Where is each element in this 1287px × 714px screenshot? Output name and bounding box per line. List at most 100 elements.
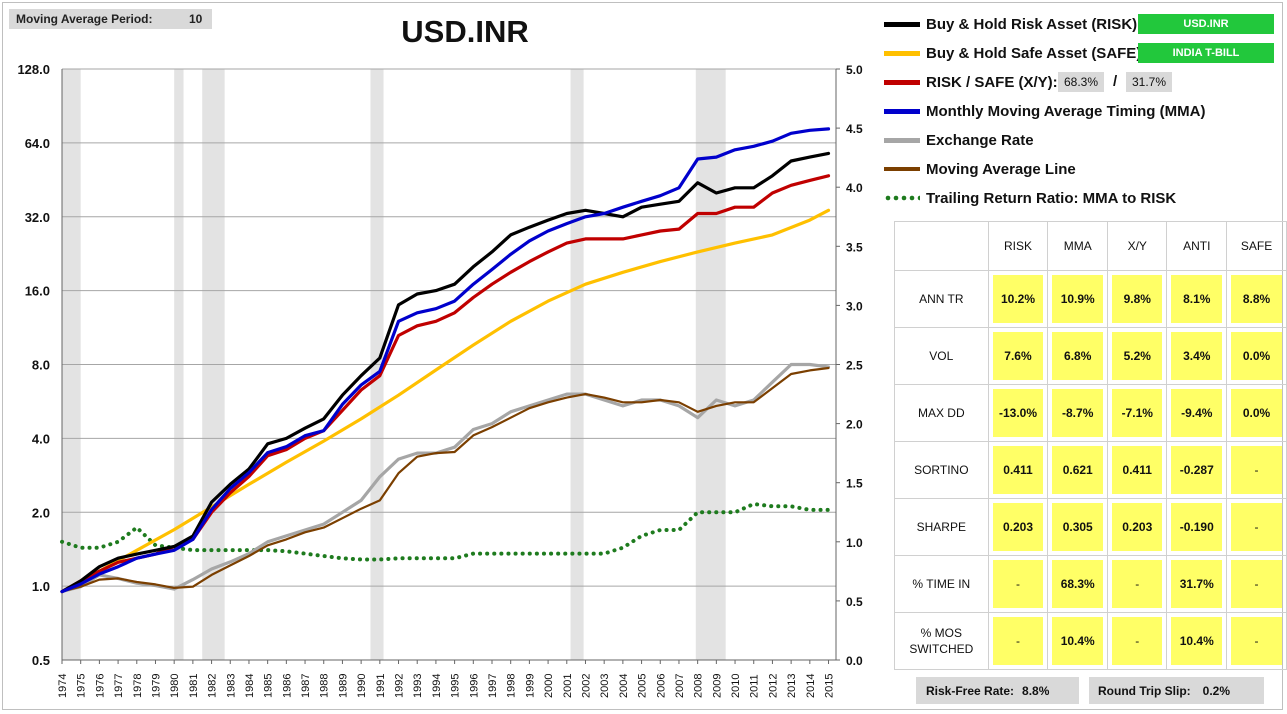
stat-cell: 0.0% (1226, 384, 1287, 442)
x-tick-label: 1976 (94, 674, 106, 698)
stat-cell: - (1226, 555, 1287, 613)
stat-value: 0.203 (1112, 503, 1163, 551)
stat-value: 7.6% (992, 332, 1044, 380)
stat-cell: - (1226, 441, 1287, 499)
stat-cell: -13.0% (987, 384, 1049, 442)
y-left-tick-label: 16.0 (25, 284, 50, 299)
row-label: ANN TR (894, 270, 989, 328)
x-tick-label: 1982 (207, 674, 219, 698)
col-header-xy: X/Y (1107, 221, 1168, 271)
stat-cell: -0.190 (1166, 498, 1228, 556)
stat-value: 31.7% (1171, 560, 1223, 608)
x-tick-label: 1991 (375, 674, 387, 698)
y-left-tick-label: 2.0 (32, 505, 50, 520)
stat-cell: - (987, 555, 1049, 613)
legend-item-mma: Monthly Moving Average Timing (MMA) (884, 99, 1205, 123)
stats-corner (894, 221, 989, 271)
x-tick-label: 2008 (693, 674, 705, 698)
stat-value: -0.190 (1171, 503, 1223, 551)
y-left-tick-label: 64.0 (25, 136, 50, 151)
col-header-mma: MMA (1047, 221, 1109, 271)
ma-period-label: Moving Average Period: (16, 12, 153, 26)
x-tick-label: 1985 (263, 674, 275, 698)
x-tick-label: 1997 (487, 674, 499, 698)
legend-swatch-safe (884, 50, 920, 56)
stat-value: 10.2% (992, 275, 1044, 323)
x-tick-label: 1983 (225, 674, 237, 698)
y-left-tick-label: 8.0 (32, 358, 50, 373)
legend-label-safe: Buy & Hold Safe Asset (SAFE): (926, 44, 1147, 62)
stat-value: -13.0% (992, 389, 1044, 437)
stat-value: 68.3% (1052, 560, 1104, 608)
stat-value: 8.1% (1171, 275, 1223, 323)
x-tick-label: 2010 (730, 674, 742, 698)
stat-cell: -7.1% (1107, 384, 1168, 442)
stat-value: 3.4% (1171, 332, 1223, 380)
stat-cell: 8.1% (1166, 270, 1228, 328)
x-tick-label: 2000 (543, 674, 555, 698)
x-tick-label: 2004 (618, 674, 630, 698)
y-right-tick-label: 1.0 (846, 536, 863, 550)
x-tick-label: 1975 (76, 674, 88, 698)
stat-value: - (1112, 560, 1163, 608)
risk-free-rate-value[interactable]: 8.8% (1022, 683, 1050, 698)
x-tick-label: 2007 (674, 674, 686, 698)
x-tick-label: 2011 (749, 674, 761, 698)
stat-value: -9.4% (1171, 389, 1223, 437)
legend-swatch-risk (884, 21, 920, 27)
risk-asset-tag[interactable]: USD.INR (1138, 14, 1274, 34)
legend-label-maline: Moving Average Line (926, 160, 1076, 178)
round-trip-slip-value[interactable]: 0.2% (1202, 683, 1231, 698)
y-left-tick-label: 4.0 (32, 431, 50, 446)
ratio-x-box[interactable]: 68.3% (1058, 72, 1104, 92)
x-tick-label: 1996 (468, 674, 480, 698)
x-tick-label: 2006 (655, 674, 667, 698)
legend-item-trail: Trailing Return Ratio: MMA to RISK (884, 186, 1176, 210)
stat-cell: 0.305 (1047, 498, 1109, 556)
col-header-safe: SAFE (1226, 221, 1287, 271)
stat-cell: 31.7% (1166, 555, 1228, 613)
legend-item-safe: Buy & Hold Safe Asset (SAFE): (884, 41, 1146, 65)
stat-value: 10.4% (1052, 617, 1104, 665)
series-mma-line (60, 127, 831, 594)
stats-table: RISK MMA X/Y ANTI SAFE ANN TR 10.2% 10.9… (894, 221, 1287, 670)
y-right-tick-label: 3.5 (846, 240, 863, 254)
stat-cell: 0.203 (987, 498, 1049, 556)
row-label: % TIME IN (894, 555, 989, 613)
stat-cell: 10.4% (1166, 612, 1228, 670)
y-right-tick-label: 1.5 (846, 477, 863, 491)
x-tick-label: 2012 (767, 674, 779, 698)
series-safe-line (60, 208, 831, 594)
stat-value: 0.203 (992, 503, 1044, 551)
ma-period-value[interactable]: 10 (189, 12, 203, 26)
ratio-y-box[interactable]: 31.7% (1126, 72, 1172, 92)
chart-title: USD.INR (401, 14, 529, 49)
stats-row-mos-switched: % MOS SWITCHED - 10.4% - 10.4% - (894, 612, 1287, 670)
round-trip-slip-label: Round Trip Slip: (1098, 683, 1191, 698)
legend-label-fx: Exchange Rate (926, 131, 1034, 149)
y-right-tick-label: 0.5 (846, 595, 863, 609)
x-tick-label: 1986 (281, 674, 293, 698)
legend-swatch-maline (884, 167, 920, 171)
stat-value: 10.9% (1052, 275, 1104, 323)
legend-swatch-fx (884, 137, 920, 143)
row-label: SORTINO (894, 441, 989, 499)
y-left-tick-label: 0.5 (32, 653, 50, 668)
stat-value: -0.287 (1171, 446, 1223, 494)
x-tick-label: 1995 (450, 674, 462, 698)
stat-value: -8.7% (1052, 389, 1104, 437)
stat-cell: -8.7% (1047, 384, 1109, 442)
series-risk-line (60, 151, 831, 594)
stat-value: - (1231, 503, 1282, 551)
stat-value: 8.8% (1231, 275, 1282, 323)
x-tick-label: 2002 (580, 674, 592, 698)
stat-value: -7.1% (1112, 389, 1163, 437)
legend-swatch-ratio (884, 79, 920, 85)
safe-asset-tag[interactable]: INDIA T-BILL (1138, 43, 1274, 63)
stat-value: 0.0% (1231, 332, 1282, 380)
series-fx-line (60, 362, 831, 594)
x-tick-label: 1980 (169, 674, 181, 698)
x-tick-label: 1989 (337, 674, 349, 698)
y-right-tick-label: 2.5 (846, 359, 863, 373)
x-tick-label: 1992 (394, 674, 406, 698)
